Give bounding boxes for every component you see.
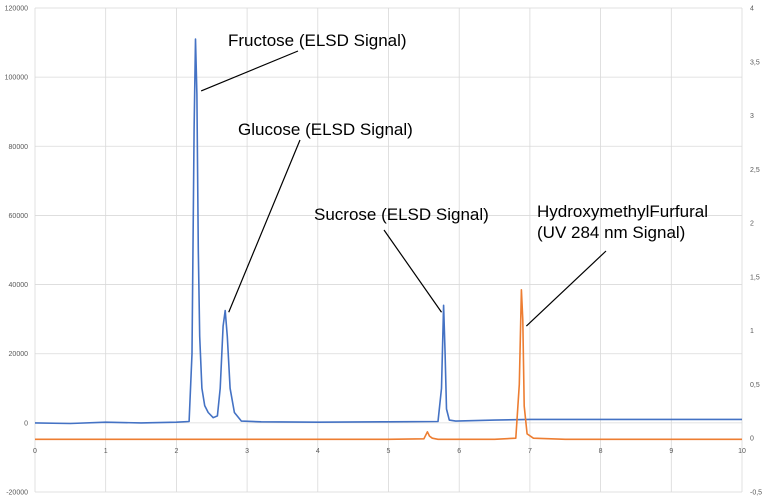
x-tick-label: 7	[528, 448, 532, 455]
annotation-label: HydroxymethylFurfural (UV 284 nm Signal)	[537, 202, 708, 242]
x-tick-label: 2	[174, 448, 178, 455]
annotation-leader-line	[228, 139, 301, 313]
y2-tick-label: 3,5	[750, 59, 760, 66]
y2-tick-label: 1	[750, 328, 754, 335]
y2-tick-label: 4	[750, 6, 754, 13]
annotation-leader-line	[200, 50, 299, 92]
y2-tick-label: -0,5	[750, 490, 762, 497]
y-tick-label: 0	[24, 420, 28, 427]
annotation-line: Sucrose (ELSD Signal)	[314, 205, 489, 224]
y-tick-label: -20000	[6, 490, 28, 497]
annotation-label: Glucose (ELSD Signal)	[238, 120, 413, 139]
y-tick-label: 100000	[5, 75, 28, 82]
x-tick-label: 9	[669, 448, 673, 455]
annotation-line: (UV 284 nm Signal)	[537, 223, 685, 242]
annotation-label: Sucrose (ELSD Signal)	[314, 205, 489, 224]
y2-tick-label: 1,5	[750, 274, 760, 281]
annotation-label: Fructose (ELSD Signal)	[228, 31, 407, 50]
y-tick-label: 40000	[9, 282, 29, 289]
series-line-elsd	[34, 38, 742, 425]
x-tick-label: 1	[104, 448, 108, 455]
y2-tick-label: 0,5	[750, 382, 760, 389]
y2-tick-label: 2,5	[750, 167, 760, 174]
annotation-line: Glucose (ELSD Signal)	[238, 120, 413, 139]
annotation-line: HydroxymethylFurfural	[537, 202, 708, 221]
x-tick-label: 3	[245, 448, 249, 455]
annotation-line: Fructose (ELSD Signal)	[228, 31, 407, 50]
x-tick-label: 4	[316, 448, 320, 455]
x-tick-label: 8	[599, 448, 603, 455]
y2-tick-label: 2	[750, 221, 754, 228]
y-tick-label: 80000	[9, 144, 29, 151]
annotation-leader-line	[383, 229, 443, 313]
y2-tick-label: 3	[750, 113, 754, 120]
y2-tick-label: 0	[750, 436, 754, 443]
series-line-uv	[35, 288, 742, 441]
x-tick-label: 10	[738, 448, 746, 455]
y-tick-label: 20000	[9, 351, 29, 358]
x-tick-label: 0	[33, 448, 37, 455]
y-tick-label: 60000	[9, 213, 29, 220]
x-tick-label: 5	[387, 448, 391, 455]
x-tick-label: 6	[457, 448, 461, 455]
annotation-leader-line	[525, 250, 607, 327]
y-tick-label: 120000	[5, 6, 28, 13]
